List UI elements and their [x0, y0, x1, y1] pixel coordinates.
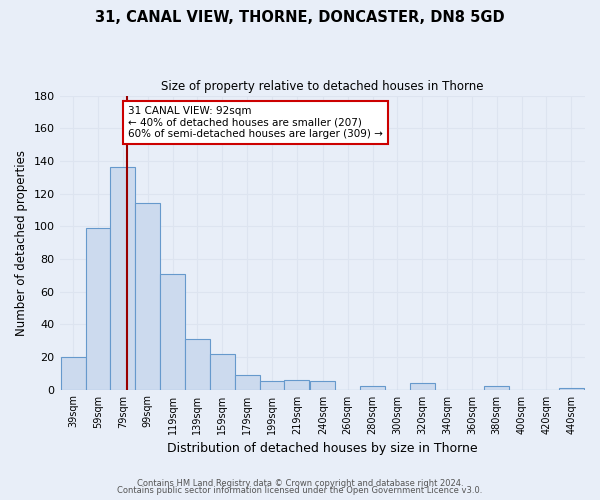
Bar: [559, 388, 584, 390]
Bar: [410, 383, 434, 390]
Bar: [160, 274, 185, 390]
Bar: [110, 168, 136, 390]
Bar: [86, 228, 110, 390]
Bar: [235, 375, 260, 390]
Bar: [310, 382, 335, 390]
Text: Contains public sector information licensed under the Open Government Licence v3: Contains public sector information licen…: [118, 486, 482, 495]
Title: Size of property relative to detached houses in Thorne: Size of property relative to detached ho…: [161, 80, 484, 93]
Bar: [484, 386, 509, 390]
Bar: [61, 357, 86, 390]
Bar: [185, 339, 210, 390]
Text: 31, CANAL VIEW, THORNE, DONCASTER, DN8 5GD: 31, CANAL VIEW, THORNE, DONCASTER, DN8 5…: [95, 10, 505, 25]
Bar: [210, 354, 235, 390]
Text: Contains HM Land Registry data © Crown copyright and database right 2024.: Contains HM Land Registry data © Crown c…: [137, 478, 463, 488]
Bar: [136, 204, 160, 390]
Bar: [284, 380, 309, 390]
Y-axis label: Number of detached properties: Number of detached properties: [15, 150, 28, 336]
Text: 31 CANAL VIEW: 92sqm
← 40% of detached houses are smaller (207)
60% of semi-deta: 31 CANAL VIEW: 92sqm ← 40% of detached h…: [128, 106, 383, 139]
Bar: [360, 386, 385, 390]
Bar: [260, 382, 284, 390]
X-axis label: Distribution of detached houses by size in Thorne: Distribution of detached houses by size …: [167, 442, 478, 455]
